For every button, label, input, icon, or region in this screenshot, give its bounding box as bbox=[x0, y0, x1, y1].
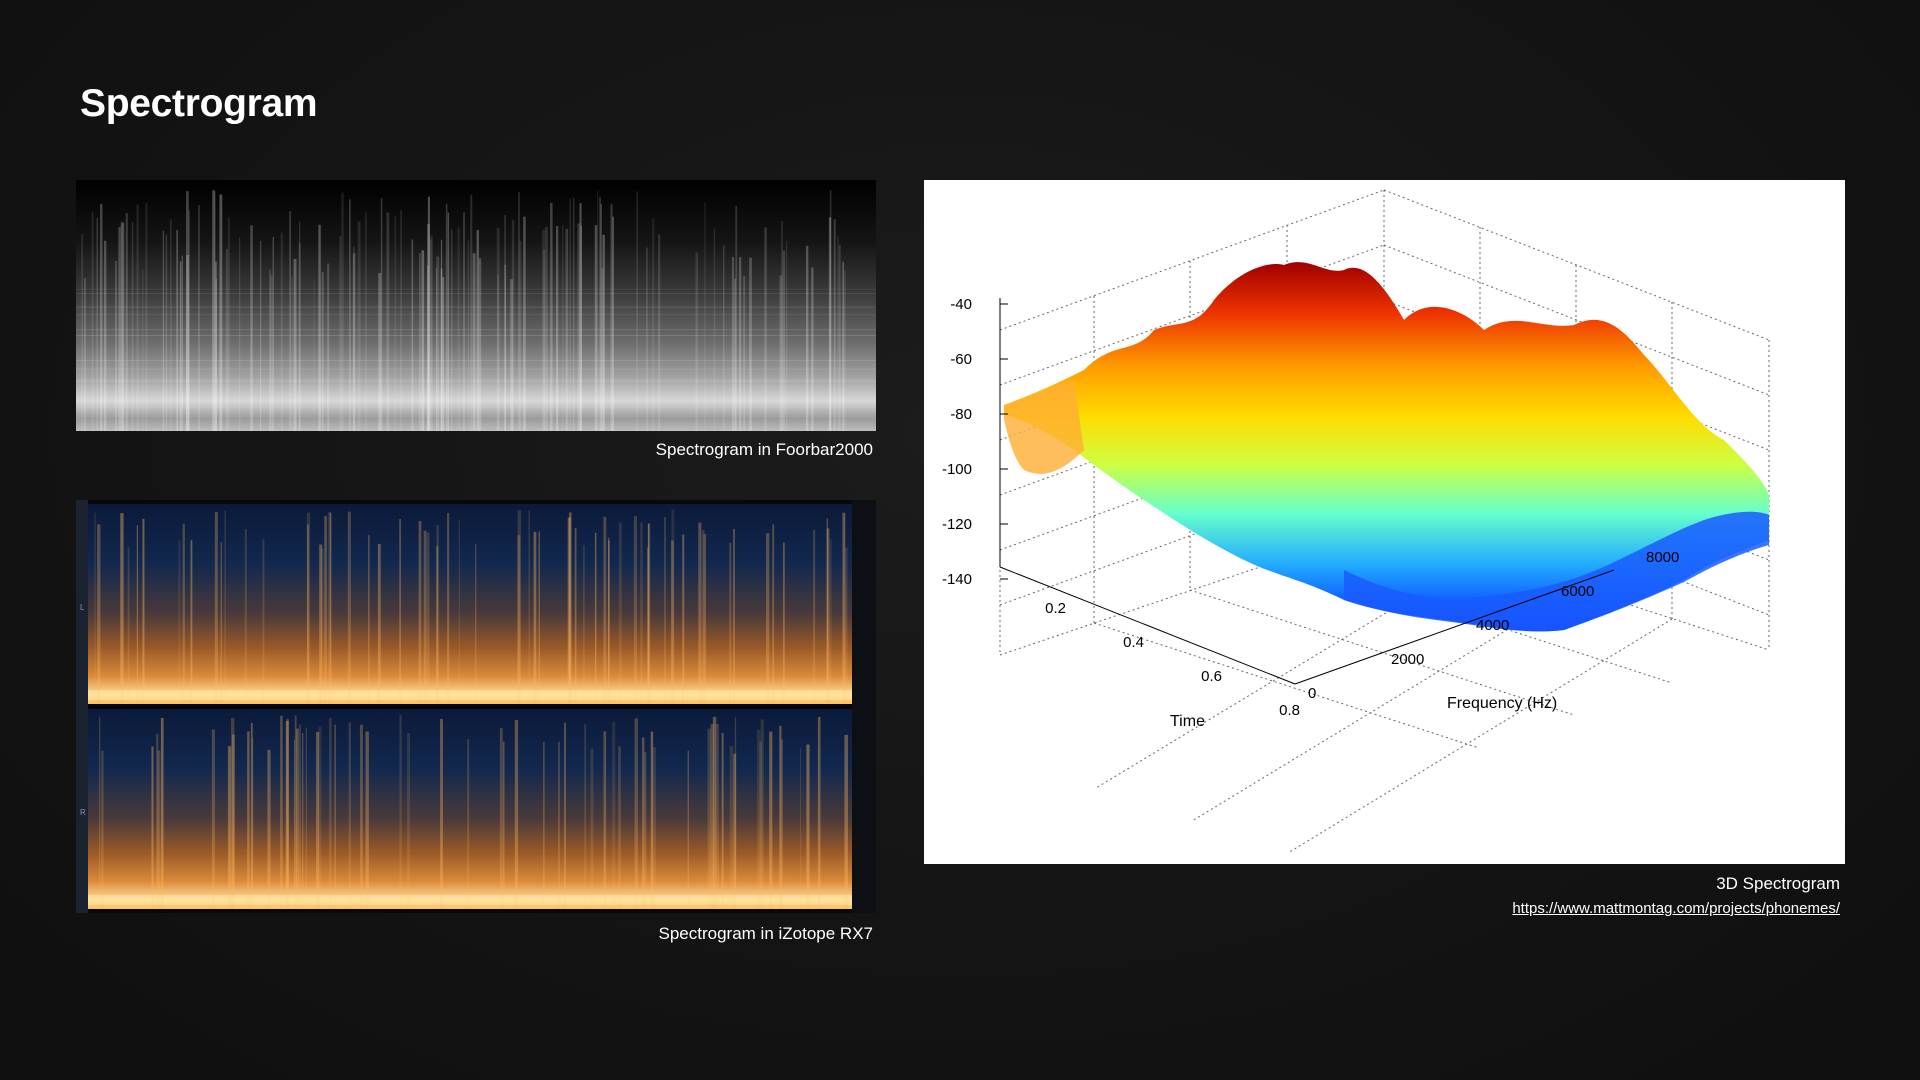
time-tick-label: 0.6 bbox=[1201, 668, 1222, 685]
z-tick-label: -40 bbox=[950, 296, 972, 313]
z-tick-label: -140 bbox=[942, 571, 972, 588]
izotope-spectrogram-graphic: L R bbox=[76, 500, 876, 913]
izotope-spectrogram-image: L R bbox=[76, 500, 876, 913]
izotope-caption: Spectrogram in iZotope RX7 bbox=[658, 924, 874, 943]
surface-blue-fringe bbox=[1344, 511, 1769, 632]
time-tick-label: 0.4 bbox=[1123, 634, 1144, 651]
foobar-spectrogram-graphic bbox=[76, 180, 876, 431]
z-tick-label: -60 bbox=[950, 351, 972, 368]
spectrogram-3d-caption: 3D Spectrogram bbox=[1716, 874, 1840, 893]
z-tick-label: -120 bbox=[942, 516, 972, 533]
izotope-low-frequency-band bbox=[88, 895, 852, 905]
izotope-channel-right-label: R bbox=[80, 808, 86, 817]
spectrogram-3d-graphic: -40 -60 -80 -100 -120 -140 0.2 0.4 0.6 0.8 0 2000… bbox=[942, 189, 1770, 854]
z-tick-label: -100 bbox=[942, 461, 972, 478]
frequency-tick-label: 4000 bbox=[1476, 617, 1509, 634]
frequency-tick-label: 0 bbox=[1308, 685, 1316, 702]
frequency-tick-label: 2000 bbox=[1391, 651, 1424, 668]
time-tick-label: 0.2 bbox=[1045, 600, 1066, 617]
surface-main bbox=[1004, 262, 1769, 632]
frequency-axis-label: Frequency (Hz) bbox=[1447, 695, 1557, 712]
foobar-caption: Spectrogram in Foorbar2000 bbox=[655, 440, 873, 459]
source-link[interactable]: https://www.mattmontag.com/projects/phon… bbox=[1512, 900, 1840, 917]
time-axis-label: Time bbox=[1170, 713, 1205, 730]
time-tick-label: 0.8 bbox=[1279, 702, 1300, 719]
spectrogram-3d-plot: -40 -60 -80 -100 -120 -140 0.2 0.4 0.6 0.8 0 2000… bbox=[924, 180, 1845, 864]
izotope-low-frequency-band bbox=[88, 690, 852, 700]
izotope-channel-left-label: L bbox=[80, 603, 85, 612]
frequency-tick-label: 8000 bbox=[1646, 549, 1679, 566]
surface-front-left-fringe bbox=[1004, 380, 1084, 474]
slide-title: Spectrogram bbox=[80, 82, 318, 125]
z-tick-label: -80 bbox=[950, 406, 972, 423]
foobar-spectrogram-image bbox=[76, 180, 876, 431]
frequency-tick-label: 6000 bbox=[1561, 583, 1594, 600]
